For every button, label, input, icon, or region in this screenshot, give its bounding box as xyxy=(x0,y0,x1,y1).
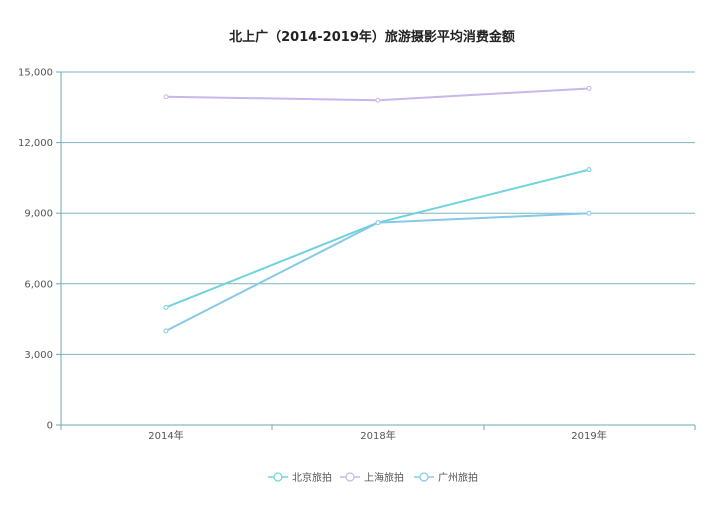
data-point xyxy=(163,304,169,310)
series-line xyxy=(165,212,590,332)
data-point xyxy=(375,220,381,226)
legend-item[interactable]: 广州旅拍 xyxy=(414,471,478,484)
data-point xyxy=(163,94,169,100)
data-point xyxy=(586,85,592,91)
legend-item[interactable]: 上海旅拍 xyxy=(340,471,404,484)
data-point xyxy=(586,210,592,216)
grid-lines xyxy=(61,71,695,355)
data-point xyxy=(375,97,381,103)
data-point xyxy=(586,167,592,173)
legend[interactable]: 北京旅拍 上海旅拍 广州旅拍 xyxy=(268,471,478,484)
y-tick-label: 6,000 xyxy=(24,279,53,290)
x-tick-label: 2019年 xyxy=(571,429,606,442)
x-axis: 2014年 2018年 2019年 xyxy=(60,424,696,442)
y-tick-label: 0 xyxy=(47,421,53,432)
legend-label: 上海旅拍 xyxy=(364,471,404,484)
x-tick-label: 2018年 xyxy=(360,429,395,442)
y-tick-label: 3,000 xyxy=(24,350,53,361)
legend-item[interactable]: 北京旅拍 xyxy=(268,471,332,484)
data-point xyxy=(163,328,169,334)
series-group xyxy=(163,85,592,334)
y-tick-label: 15,000 xyxy=(18,68,53,79)
y-axis-ticks: 0 3,000 6,000 9,000 12,000 15,000 xyxy=(18,68,62,432)
legend-label: 北京旅拍 xyxy=(292,471,332,484)
y-tick-label: 9,000 xyxy=(24,209,53,220)
legend-swatch-marker xyxy=(345,472,355,482)
legend-label: 广州旅拍 xyxy=(438,471,478,484)
series-line xyxy=(165,168,590,309)
y-tick-label: 12,000 xyxy=(18,138,53,149)
x-tick-label: 2014年 xyxy=(148,429,183,442)
legend-swatch-marker xyxy=(273,472,283,482)
chart-title: 北上广（2014-2019年）旅游摄影平均消费金额 xyxy=(229,29,515,45)
legend-swatch-marker xyxy=(419,472,429,482)
